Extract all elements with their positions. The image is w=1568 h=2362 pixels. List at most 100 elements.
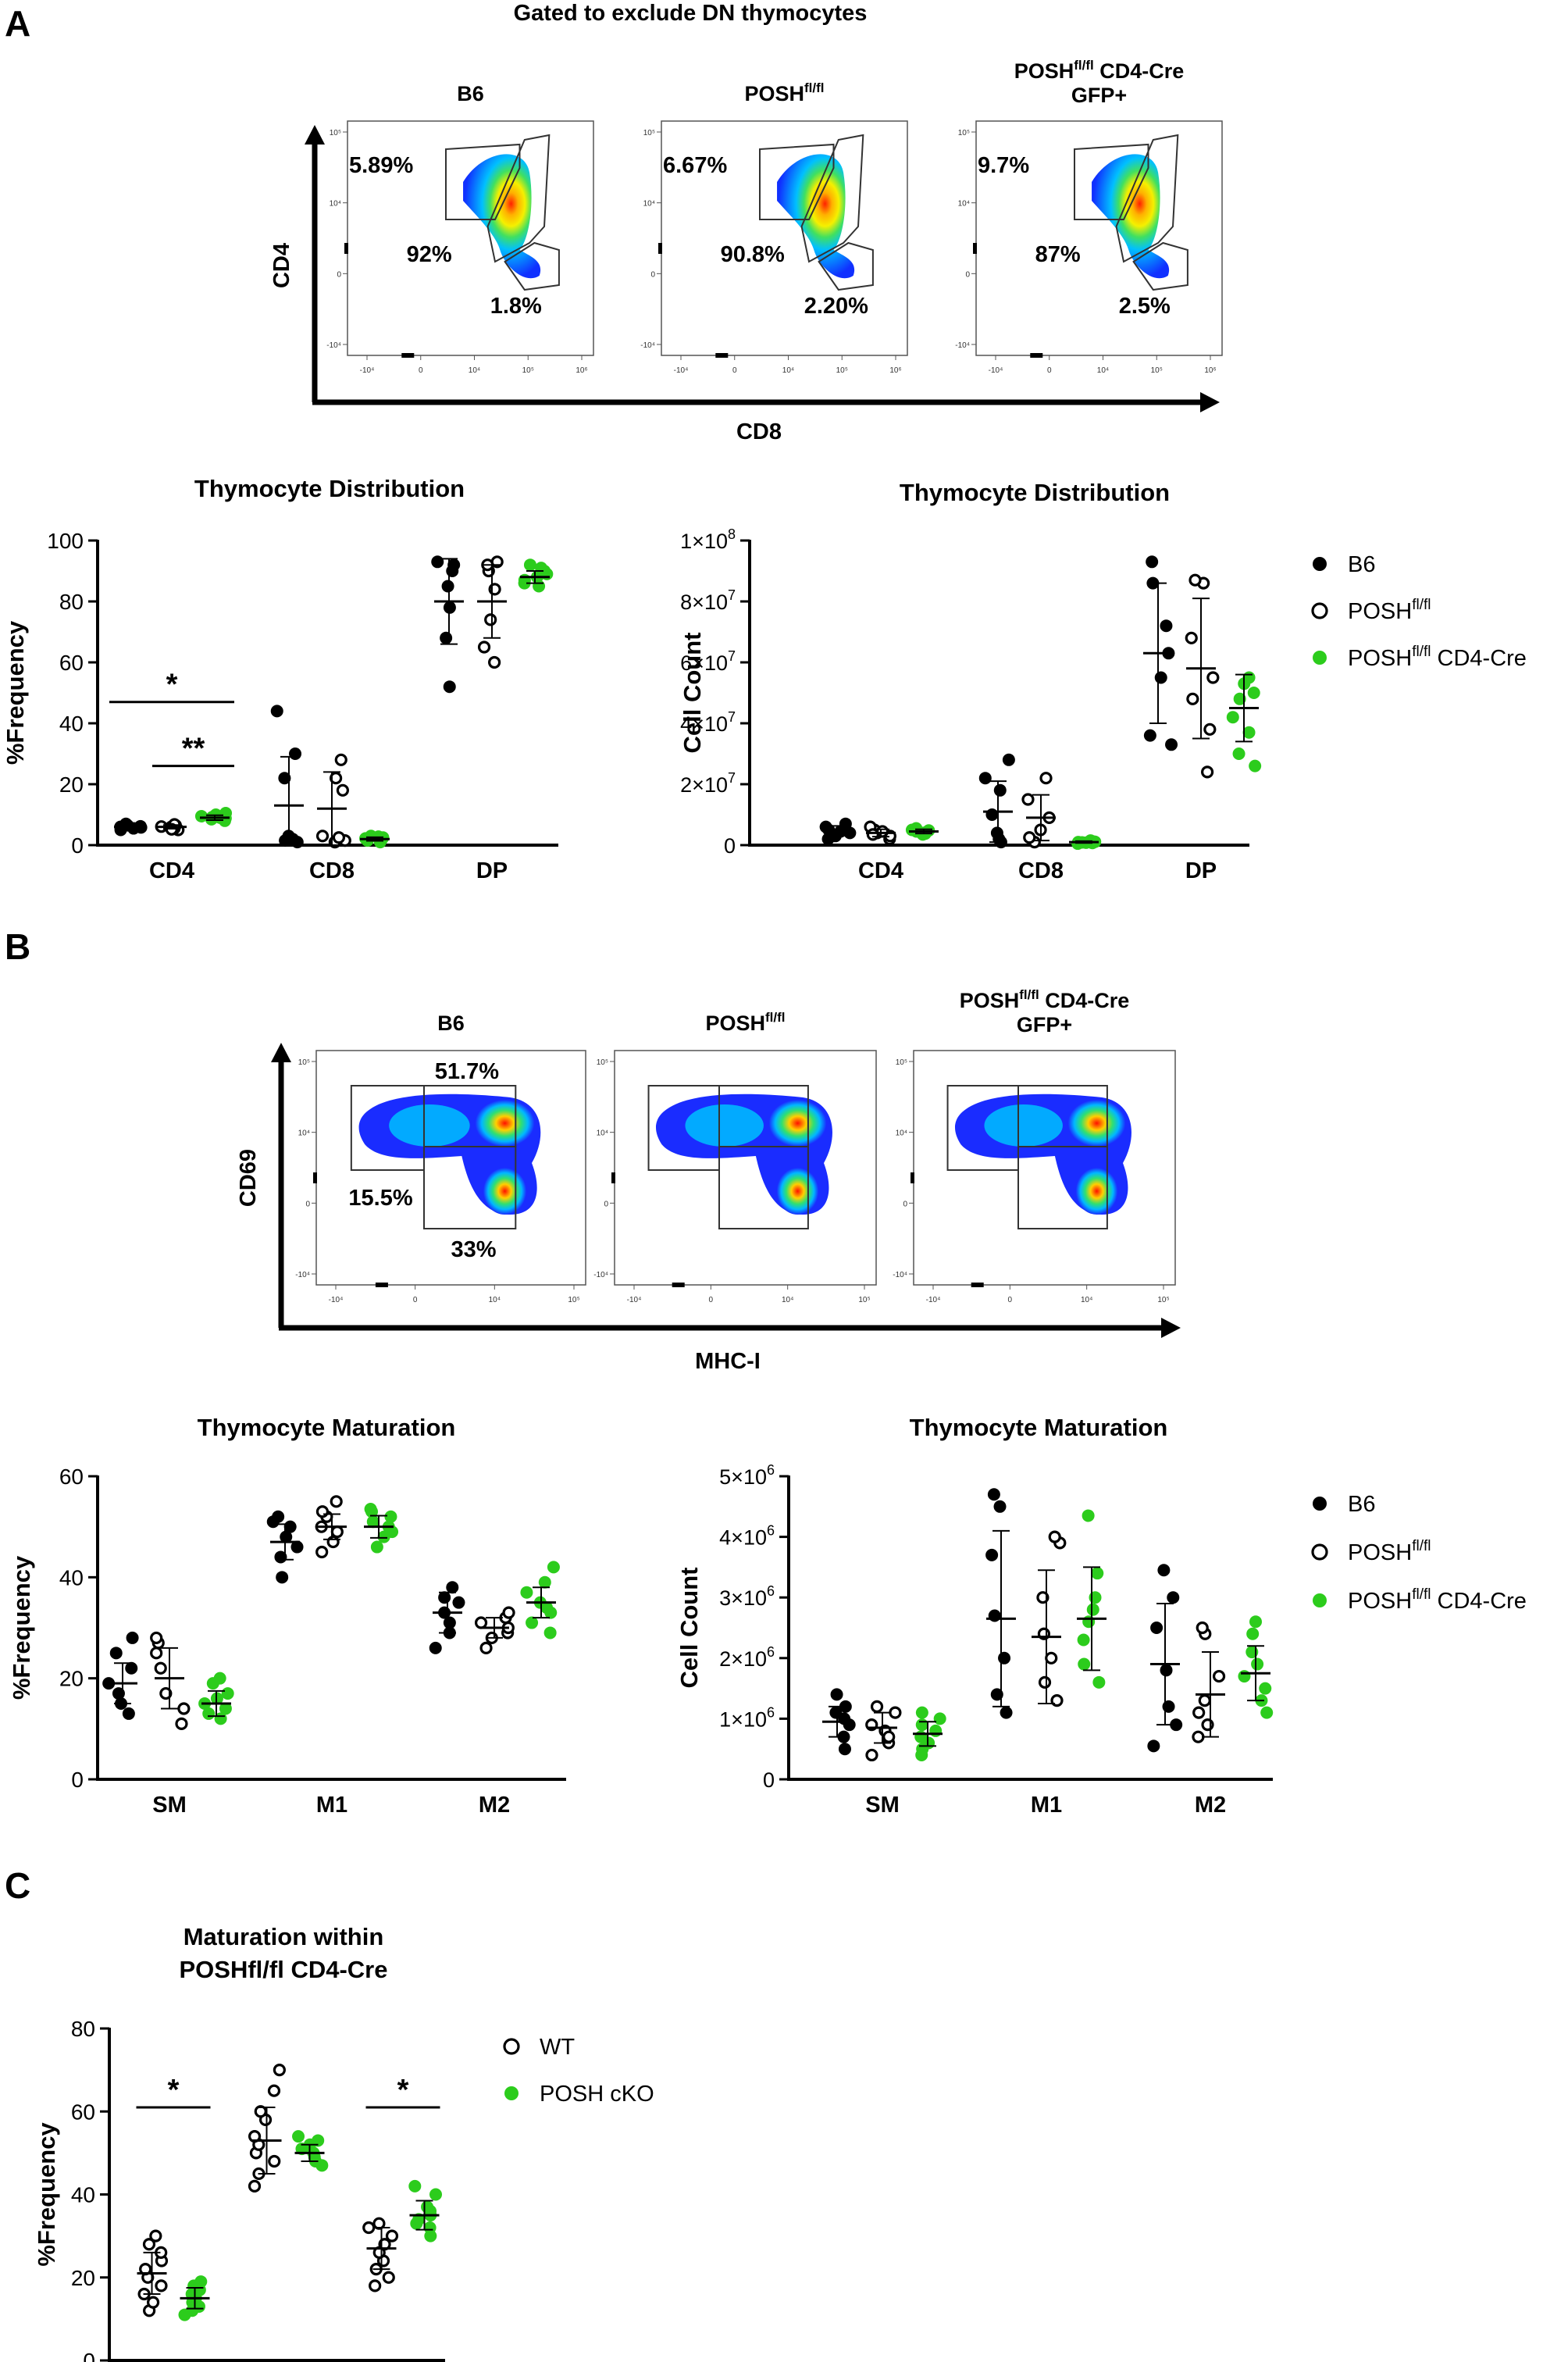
data-point	[421, 2200, 434, 2214]
y-tick-base: 1×10	[719, 1707, 767, 1731]
y-tick-label: 2×107	[680, 770, 736, 797]
y-tick-base: 6×10	[680, 651, 728, 675]
legend-label-main: POSH	[1348, 1540, 1412, 1565]
data-point	[446, 1581, 459, 1594]
data-point	[385, 2229, 399, 2242]
x-category-label: CD8	[1018, 858, 1064, 883]
y-tick-exponent: 6	[767, 1462, 775, 1478]
flow-y-tick-label: -10⁴	[893, 1271, 907, 1279]
data-point	[479, 1641, 493, 1654]
data-point	[1150, 1622, 1164, 1634]
data-point	[915, 1718, 928, 1732]
significance-label: **	[182, 733, 205, 765]
gate-cd8-percent: 1.8%	[490, 294, 542, 319]
x-category-label: SM	[865, 1793, 900, 1818]
data-point	[1082, 1615, 1096, 1629]
flow-plot-title: POSHfl/fl	[705, 1010, 785, 1035]
data-point	[830, 1688, 843, 1701]
flow-plot-1: POSHfl/fl -10⁴ 0 10⁴ 10⁵ 10⁵ 10⁴ 0 -10⁴	[593, 1010, 877, 1304]
gate-m2	[1017, 1146, 1108, 1229]
flow-x-tick-label: -10⁴	[674, 366, 689, 375]
flow-x-tick-label: 10⁴	[1097, 366, 1109, 375]
data-point	[1160, 619, 1173, 633]
flow-x-tick-label: 10⁴	[1081, 1296, 1092, 1304]
legend-label-main: B6	[1348, 1492, 1375, 1517]
flow-plot-title-main: POSH	[960, 989, 1020, 1012]
x-category-label: DP	[1185, 858, 1217, 883]
x-category-label: M1	[1031, 1793, 1062, 1818]
x-category-label: DP	[476, 858, 508, 883]
flow-y-tick-label: -10⁴	[295, 1271, 310, 1279]
flow-plot-frame	[315, 1050, 586, 1286]
data-point	[270, 705, 283, 718]
flow-x-tick-label: 10⁴	[469, 366, 480, 375]
flow-plot-title-sup: fl/fl	[1074, 58, 1094, 73]
gate-sm-percent: 15.5%	[348, 1186, 412, 1211]
flow-y-tick-label: -10⁴	[955, 341, 970, 350]
x-category-label: CD8	[309, 858, 355, 883]
flow-panel-b: CD69 MHC-I B6 -10⁴ 0 10⁴ 10⁵ 10⁵ 10⁴ 0 -10⁴ 51.7%…	[236, 987, 1181, 1374]
flow-x-tick-label: 10⁶	[1204, 366, 1216, 375]
y-tick-label: 60	[59, 1465, 84, 1489]
flow-y-tick-label: 10⁵	[643, 129, 655, 137]
legend-label-main: B6	[1348, 552, 1375, 577]
gate-m1-percent: 51.7%	[435, 1059, 499, 1084]
flow-axis-compensation-mark	[1030, 353, 1043, 358]
flow-density-m1	[475, 1100, 535, 1147]
flow-axis-compensation-mark	[344, 243, 348, 254]
significance-label: *	[168, 2074, 180, 2107]
data-point	[109, 1647, 123, 1660]
flow-x-tick-label: 10⁵	[1151, 366, 1163, 375]
x-category-label: M1	[316, 1793, 347, 1818]
y-tick-label: 0	[83, 2349, 95, 2362]
significance-label: *	[166, 669, 178, 701]
data-point	[146, 2296, 160, 2309]
flow-density-m1	[768, 1100, 827, 1147]
y-tick-label: 80	[71, 2017, 95, 2041]
legend-marker-open	[1311, 602, 1328, 619]
flow-y-tick-label: 0	[604, 1200, 608, 1208]
data-point	[1260, 1706, 1274, 1719]
data-point	[150, 1631, 163, 1645]
data-point	[1039, 772, 1053, 785]
chart-b-frequency: Thymocyte Maturation 0 20 40 60 %Frequency SM M…	[8, 1414, 566, 1818]
panel-label-b: B	[5, 926, 30, 967]
flow-y-tick-label: -10⁴	[640, 341, 655, 350]
flow-density-m2	[483, 1168, 527, 1215]
flow-y-tick-label: 10⁴	[958, 200, 970, 209]
y-tick-label: 0	[71, 1768, 84, 1792]
data-point	[423, 2221, 437, 2234]
y-tick-label: 1×108	[680, 526, 736, 553]
flow-x-tick-label: -10⁴	[360, 366, 375, 375]
data-point	[1154, 671, 1167, 684]
flow-b-xlabel: MHC-I	[695, 1349, 761, 1374]
gate-cd4	[445, 143, 521, 220]
chart-title: Maturation within	[184, 1923, 384, 1950]
y-tick-label: 40	[71, 2183, 95, 2207]
data-point	[1162, 1700, 1175, 1713]
data-point	[474, 1616, 488, 1629]
data-point	[315, 1505, 330, 1518]
flow-x-tick-label: 10⁴	[489, 1296, 501, 1304]
chart-title-line2: POSHfl/fl CD4-Cre	[180, 1956, 388, 1983]
data-point	[154, 1661, 167, 1675]
flow-plot-title-line2: GFP+	[1071, 84, 1127, 107]
data-point	[1045, 1651, 1058, 1664]
data-point	[547, 1561, 560, 1574]
flow-plot-title-sup: fl/fl	[804, 80, 825, 95]
y-tick-base: 2×10	[719, 1647, 767, 1671]
data-point	[1082, 1509, 1095, 1522]
flow-axis-compensation-mark	[611, 1172, 615, 1183]
data-point	[985, 808, 999, 821]
data-point	[1089, 1591, 1102, 1604]
data-point	[1246, 1627, 1260, 1640]
panel-label-c: C	[5, 1865, 30, 1906]
data-point	[518, 573, 531, 587]
data-point	[370, 1540, 383, 1554]
data-point	[1233, 692, 1246, 705]
data-point	[821, 833, 835, 846]
flow-plot-title-sup: fl/fl	[1019, 987, 1039, 1002]
y-tick-label: 4×107	[680, 709, 736, 736]
